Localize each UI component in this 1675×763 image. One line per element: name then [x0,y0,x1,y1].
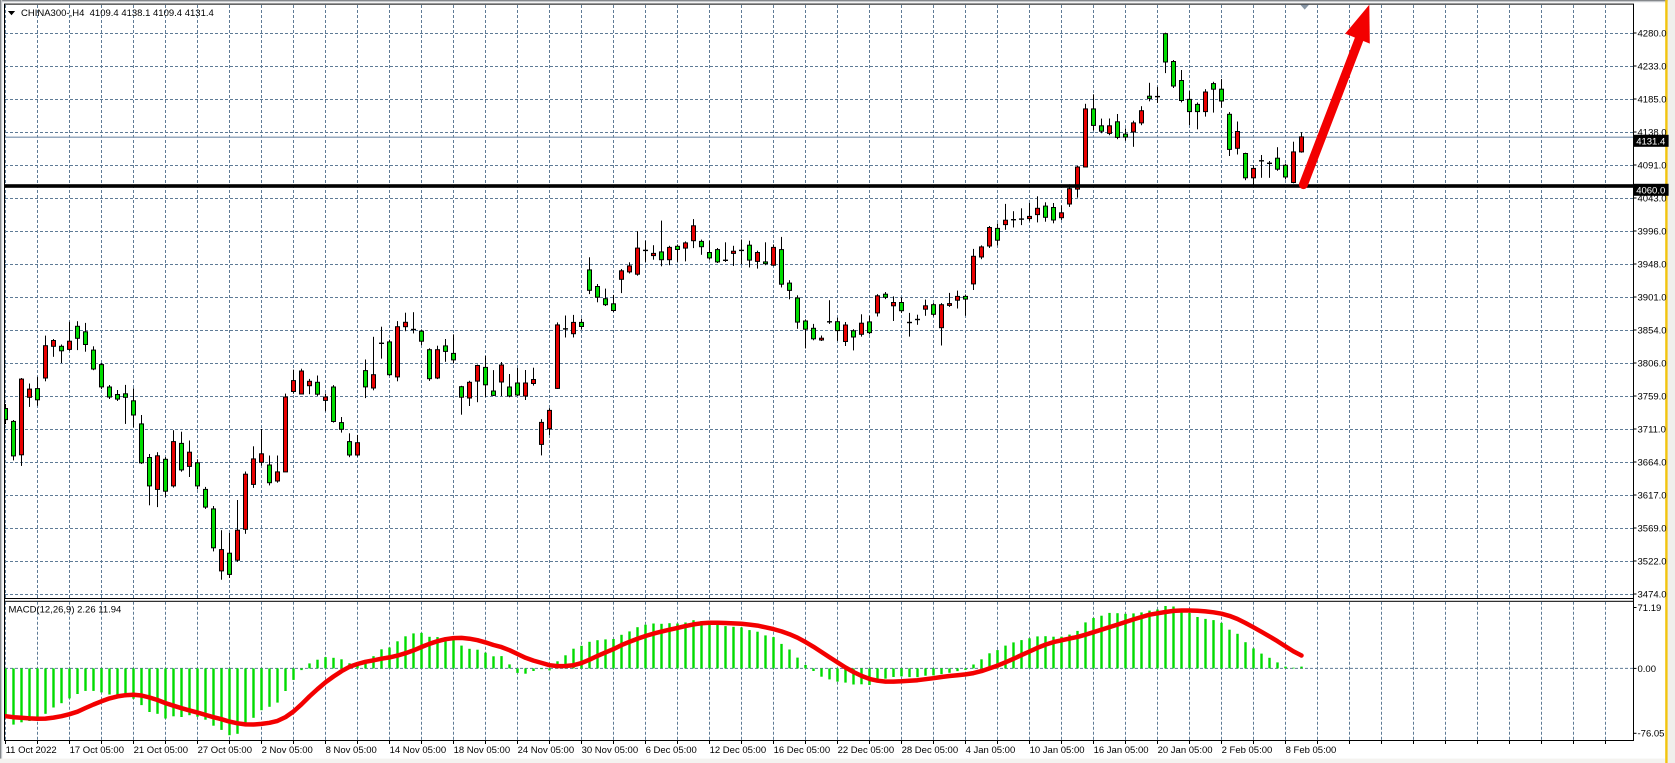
svg-text:30 Nov 05:00: 30 Nov 05:00 [582,745,639,756]
svg-text:18 Nov 05:00: 18 Nov 05:00 [454,745,511,756]
svg-text:4233.0: 4233.0 [1638,61,1667,72]
svg-text:4131.4: 4131.4 [1636,136,1665,147]
svg-text:3759.0: 3759.0 [1638,391,1667,402]
svg-text:8 Feb 05:00: 8 Feb 05:00 [1286,745,1337,756]
svg-text:4 Jan 05:00: 4 Jan 05:00 [966,745,1016,756]
svg-text:0.00: 0.00 [1638,664,1657,675]
svg-text:16 Dec 05:00: 16 Dec 05:00 [774,745,831,756]
svg-text:17 Oct 05:00: 17 Oct 05:00 [70,745,124,756]
svg-text:3854.0: 3854.0 [1638,325,1667,336]
svg-text:3901.0: 3901.0 [1638,292,1667,303]
svg-text:10 Jan 05:00: 10 Jan 05:00 [1030,745,1085,756]
svg-text:2 Feb 05:00: 2 Feb 05:00 [1222,745,1273,756]
svg-text:4060.0: 4060.0 [1636,185,1665,196]
svg-text:22 Dec 05:00: 22 Dec 05:00 [838,745,895,756]
svg-text:3522.0: 3522.0 [1638,556,1667,567]
svg-text:6 Dec 05:00: 6 Dec 05:00 [646,745,697,756]
svg-text:21 Oct 05:00: 21 Oct 05:00 [134,745,188,756]
svg-text:3474.0: 3474.0 [1638,589,1667,600]
svg-text:16 Jan 05:00: 16 Jan 05:00 [1094,745,1149,756]
svg-text:3806.0: 3806.0 [1638,358,1667,369]
svg-text:27 Oct 05:00: 27 Oct 05:00 [198,745,252,756]
svg-text:4043.0: 4043.0 [1638,193,1667,204]
svg-text:3948.0: 3948.0 [1638,259,1667,270]
svg-text:12 Dec 05:00: 12 Dec 05:00 [710,745,767,756]
svg-text:4185.0: 4185.0 [1638,94,1667,105]
svg-text:8 Nov 05:00: 8 Nov 05:00 [326,745,377,756]
svg-text:3617.0: 3617.0 [1638,490,1667,501]
svg-text:4138.0: 4138.0 [1638,127,1667,138]
svg-text:-76.05: -76.05 [1638,729,1665,740]
svg-text:3996.0: 3996.0 [1638,226,1667,237]
svg-text:14 Nov 05:00: 14 Nov 05:00 [390,745,447,756]
svg-text:20 Jan 05:00: 20 Jan 05:00 [1158,745,1213,756]
svg-text:CHINA300-,H4 4109.4 4138.1 41: CHINA300-,H4 4109.4 4138.1 4109.4 4131.4 [21,8,214,19]
svg-text:3664.0: 3664.0 [1638,457,1667,468]
svg-text:4091.0: 4091.0 [1638,160,1667,171]
svg-text:MACD(12,26,9) 2.26 11.94: MACD(12,26,9) 2.26 11.94 [9,605,122,616]
svg-text:28 Dec 05:00: 28 Dec 05:00 [902,745,959,756]
svg-text:3569.0: 3569.0 [1638,523,1667,534]
svg-text:71.19: 71.19 [1638,603,1662,614]
svg-text:24 Nov 05:00: 24 Nov 05:00 [518,745,575,756]
svg-text:4280.0: 4280.0 [1638,28,1667,39]
svg-text:2 Nov 05:00: 2 Nov 05:00 [262,745,313,756]
svg-text:3711.0: 3711.0 [1638,424,1666,435]
svg-text:11 Oct 2022: 11 Oct 2022 [6,745,57,756]
